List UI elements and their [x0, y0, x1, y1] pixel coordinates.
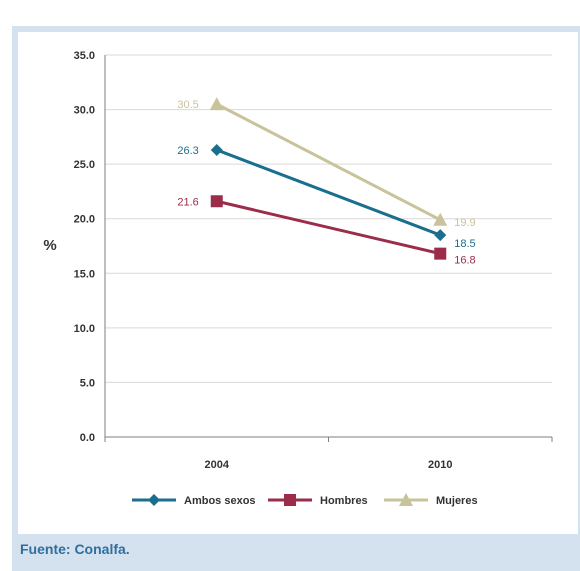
y-tick-label: 15.0 [74, 268, 95, 280]
data-label: 18.5 [454, 238, 475, 250]
y-tick-label: 10.0 [74, 323, 95, 335]
y-tick-label: 25.0 [74, 159, 95, 171]
data-label: 16.8 [454, 255, 475, 267]
y-axis-title: % [43, 237, 56, 254]
data-label: 21.6 [177, 196, 198, 208]
plot-card [18, 32, 578, 534]
legend-label: Mujeres [436, 495, 478, 507]
data-label: 26.3 [177, 145, 198, 157]
data-point [209, 97, 224, 111]
y-tick-label: 20.0 [74, 214, 95, 226]
legend-marker [399, 493, 413, 506]
legend-label: Ambos sexos [184, 495, 256, 507]
data-label: 30.5 [177, 99, 198, 111]
series-line [216, 199, 441, 256]
series-line [216, 102, 441, 222]
y-tick-label: 30.0 [74, 105, 95, 117]
y-tick-label: 0.0 [80, 432, 95, 444]
data-label: 19.9 [454, 217, 475, 229]
data-point [433, 212, 448, 226]
y-tick-label: 5.0 [80, 377, 95, 389]
data-point [434, 229, 447, 242]
data-point [210, 143, 223, 156]
legend-label: Hombres [320, 495, 368, 507]
legend-marker [148, 494, 160, 506]
x-tick-label: 2010 [428, 459, 452, 471]
data-point [210, 195, 223, 208]
legend-marker [284, 494, 296, 506]
source-note: Fuente: Conalfa. [20, 541, 130, 557]
y-tick-label: 35.0 [74, 50, 95, 62]
data-point [434, 247, 447, 260]
series-line [216, 148, 441, 237]
x-tick-label: 2004 [205, 459, 230, 471]
